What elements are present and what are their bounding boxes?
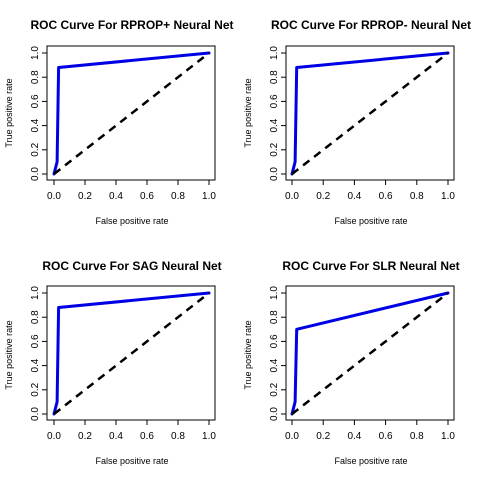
plot-area: 0.0 0.2 0.4 0.6 0.8 1.0 0.0 0.2 0.4 0.6 0.8 1.0 (30, 285, 216, 442)
diagonal-reference-line (53, 292, 210, 415)
x-tick-label: 0.4 (109, 191, 123, 202)
x-axis-label: False positive rate (95, 216, 168, 226)
y-tick-label: 0.4 (30, 358, 41, 372)
x-tick-label: 1.0 (441, 431, 455, 442)
x-tick-label: 0.6 (140, 191, 154, 202)
y-tick-label: 0.8 (269, 70, 280, 84)
y-tick-label: 0.6 (30, 334, 41, 348)
x-axis-label: False positive rate (95, 456, 168, 466)
x-tick-label: 0.0 (47, 431, 61, 442)
y-tick-label: 0.4 (30, 118, 41, 132)
x-tick-label: 0.2 (316, 191, 330, 202)
x-tick-label: 1.0 (202, 431, 216, 442)
plot-area: 0.0 0.2 0.4 0.6 0.8 1.0 0.0 0.2 0.4 0.6 0.8 1.0 (30, 45, 216, 202)
x-tick-label: 0.8 (171, 191, 185, 202)
y-tick-label: 0.0 (269, 167, 280, 181)
chart-title: ROC Curve For RPROP- Neural Net (271, 18, 471, 32)
chart-title: ROC Curve For RPROP+ Neural Net (30, 18, 233, 32)
x-tick-label: 0.8 (410, 191, 424, 202)
x-tick-label: 1.0 (441, 191, 455, 202)
y-tick-label: 0.6 (269, 334, 280, 348)
y-tick-label: 0.4 (269, 358, 280, 372)
y-axis-label: True positive rate (243, 78, 253, 147)
diagonal-reference-line (291, 52, 449, 175)
y-axis-label: True positive rate (4, 78, 14, 147)
y-tick-label: 0.2 (269, 142, 280, 156)
diagonal-reference-line (53, 52, 210, 175)
x-tick-label: 0.4 (109, 431, 123, 442)
y-tick-label: 0.8 (269, 310, 280, 324)
x-tick-label: 0.0 (285, 431, 299, 442)
y-tick-label: 0.0 (30, 407, 41, 421)
x-tick-label: 0.8 (171, 431, 185, 442)
y-tick-label: 0.8 (30, 310, 41, 324)
y-tick-label: 0.6 (30, 94, 41, 108)
plot-area: 0.0 0.2 0.4 0.6 0.8 1.0 0.0 0.2 0.4 0.6 0.8 1.0 (269, 285, 455, 442)
y-tick-label: 0.2 (269, 382, 280, 396)
y-tick-label: 0.4 (269, 118, 280, 132)
roc-panel-rprop-minus: ROC Curve For RPROP- Neural Net False po… (243, 18, 471, 226)
x-tick-label: 0.0 (285, 191, 299, 202)
diagonal-reference-line (291, 292, 449, 415)
y-tick-label: 0.6 (269, 94, 280, 108)
roc-curve-line (52, 51, 211, 176)
roc-curve-line (290, 291, 450, 416)
x-tick-label: 0.8 (410, 431, 424, 442)
roc-curve-line (52, 291, 211, 416)
x-tick-label: 0.2 (316, 431, 330, 442)
x-tick-label: 0.6 (379, 191, 393, 202)
x-tick-label: 1.0 (202, 191, 216, 202)
x-tick-label: 0.4 (347, 191, 361, 202)
chart-title: ROC Curve For SAG Neural Net (42, 259, 221, 273)
plot-area: 0.0 0.2 0.4 0.6 0.8 1.0 0.0 0.2 0.4 0.6 0.8 1.0 (269, 45, 455, 202)
x-tick-label: 0.6 (379, 431, 393, 442)
chart-title: ROC Curve For SLR Neural Net (282, 259, 459, 273)
x-tick-label: 0.2 (78, 431, 92, 442)
y-tick-label: 0.8 (30, 70, 41, 84)
x-axis-label: False positive rate (334, 456, 407, 466)
x-tick-label: 0.4 (347, 431, 361, 442)
x-axis-label: False positive rate (334, 216, 407, 226)
y-axis-label: True positive rate (4, 320, 14, 389)
y-tick-label: 0.0 (30, 167, 41, 181)
y-axis-label: True positive rate (243, 320, 253, 389)
roc-panel-rprop-plus: ROC Curve For RPROP+ Neural Net False po… (4, 18, 234, 226)
y-tick-label: 1.0 (269, 286, 280, 300)
y-tick-label: 0.0 (269, 407, 280, 421)
roc-panel-sag: ROC Curve For SAG Neural Net False posit… (4, 259, 222, 466)
y-tick-label: 1.0 (30, 286, 41, 300)
roc-panel-slr: ROC Curve For SLR Neural Net False posit… (243, 259, 460, 466)
y-tick-label: 1.0 (30, 46, 41, 60)
y-tick-label: 0.2 (30, 142, 41, 156)
roc-curve-line (290, 51, 450, 176)
y-tick-label: 0.2 (30, 382, 41, 396)
x-tick-label: 0.0 (47, 191, 61, 202)
y-tick-label: 1.0 (269, 46, 280, 60)
x-tick-label: 0.2 (78, 191, 92, 202)
x-tick-label: 0.6 (140, 431, 154, 442)
